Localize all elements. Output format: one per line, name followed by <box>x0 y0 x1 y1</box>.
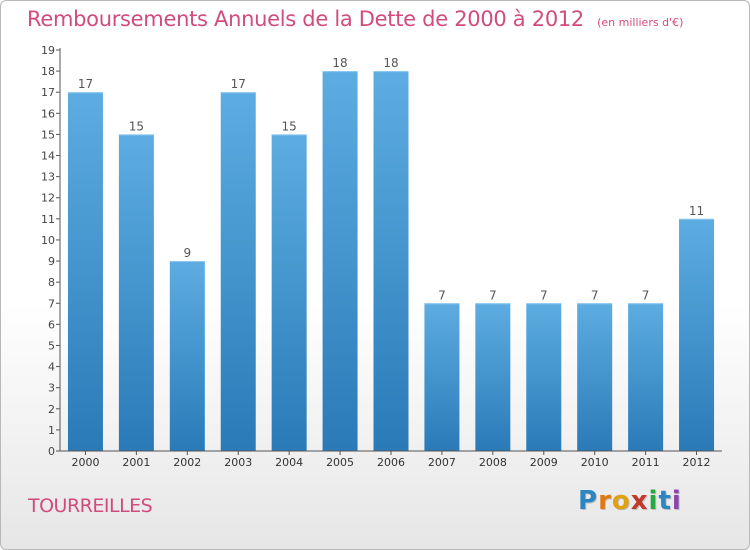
chart-title: Remboursements Annuels de la Dette de 20… <box>27 7 584 31</box>
y-tick-label: 11 <box>41 213 55 226</box>
y-tick-label: 5 <box>48 339 55 352</box>
y-tick-label: 14 <box>41 150 55 163</box>
x-tick-label: 2010 <box>581 456 609 469</box>
x-tick-label: 2005 <box>326 456 354 469</box>
bar-top-edge <box>679 218 715 220</box>
chart-title-row: Remboursements Annuels de la Dette de 20… <box>27 7 683 31</box>
data-label: 11 <box>689 204 704 218</box>
bar-top-edge <box>424 303 460 305</box>
x-tick-label: 2011 <box>632 456 660 469</box>
data-label: 7 <box>591 288 599 302</box>
data-label: 18 <box>383 56 398 70</box>
data-label: 15 <box>282 119 297 133</box>
data-label: 15 <box>129 119 144 133</box>
y-tick-label: 6 <box>48 318 55 331</box>
bar-top-edge <box>628 303 664 305</box>
data-label: 17 <box>78 77 93 91</box>
bar <box>475 303 511 451</box>
bar <box>220 92 256 452</box>
bar <box>526 303 562 451</box>
data-label: 7 <box>540 288 548 302</box>
bar-top-edge <box>271 134 307 136</box>
commune-name: TOURREILLES <box>28 495 153 517</box>
x-tick-label: 2008 <box>479 456 507 469</box>
y-tick-label: 0 <box>48 445 55 458</box>
bar <box>322 71 358 452</box>
bar <box>577 303 613 451</box>
bar <box>169 261 205 451</box>
x-tick-label: 2003 <box>224 456 252 469</box>
y-tick-label: 4 <box>48 361 55 374</box>
data-label: 7 <box>438 288 446 302</box>
x-tick-label: 2004 <box>275 456 303 469</box>
bar-top-edge <box>67 92 103 94</box>
y-tick-label: 12 <box>41 192 55 205</box>
bars-layer <box>67 71 715 452</box>
x-tick-label: 2009 <box>530 456 558 469</box>
logo-letter: r <box>598 486 612 516</box>
bar-top-edge <box>118 134 154 136</box>
y-tick-label: 8 <box>48 276 55 289</box>
y-tick-label: 10 <box>41 234 55 247</box>
y-tick-label: 18 <box>41 65 55 78</box>
logo-letter: t <box>658 486 672 516</box>
bar <box>271 134 307 451</box>
x-tick-label: 2000 <box>71 456 99 469</box>
bar <box>373 71 409 452</box>
bar <box>67 92 103 452</box>
bar-top-edge <box>475 303 511 305</box>
bar-top-edge <box>322 71 358 73</box>
bar-top-edge <box>220 92 256 94</box>
bar <box>424 303 460 451</box>
logo-letter: P <box>578 486 599 516</box>
bar-top-edge <box>577 303 613 305</box>
y-tick-label: 7 <box>48 297 55 310</box>
y-tick-label: 17 <box>41 86 55 99</box>
data-label: 7 <box>642 288 650 302</box>
y-tick-label: 3 <box>48 382 55 395</box>
x-tick-label: 2001 <box>122 456 150 469</box>
data-label: 9 <box>183 246 191 260</box>
x-tick-label: 2002 <box>173 456 201 469</box>
y-tick-label: 9 <box>48 255 55 268</box>
data-label: 7 <box>489 288 497 302</box>
y-tick-label: 19 <box>41 44 55 57</box>
x-tick-label: 2012 <box>683 456 711 469</box>
logo-letter: i <box>648 486 659 516</box>
bar <box>118 134 154 451</box>
logo-letter: o <box>611 486 631 516</box>
data-label: 17 <box>231 77 246 91</box>
bar-top-edge <box>169 261 205 263</box>
labels-layer: 2000 17 2001 15 2002 9 2003 17 2004 15 2005 18 2006 1… <box>71 56 710 469</box>
y-tick-label: 1 <box>48 424 55 437</box>
y-tick-label: 16 <box>41 107 55 120</box>
chart-subtitle: (en milliers d'€) <box>597 16 684 29</box>
data-label: 18 <box>332 56 347 70</box>
proxiti-logo[interactable]: Proxiti <box>578 486 682 516</box>
bar-top-edge <box>373 71 409 73</box>
y-tick-label: 15 <box>41 128 55 141</box>
x-tick-label: 2006 <box>377 456 405 469</box>
y-tick-label: 2 <box>48 403 55 416</box>
bar <box>628 303 664 451</box>
logo-letter: x <box>630 486 649 516</box>
logo-letter: i <box>671 486 682 516</box>
x-tick-label: 2007 <box>428 456 456 469</box>
bar <box>679 218 715 451</box>
y-tick-label: 13 <box>41 171 55 184</box>
bar-top-edge <box>526 303 562 305</box>
